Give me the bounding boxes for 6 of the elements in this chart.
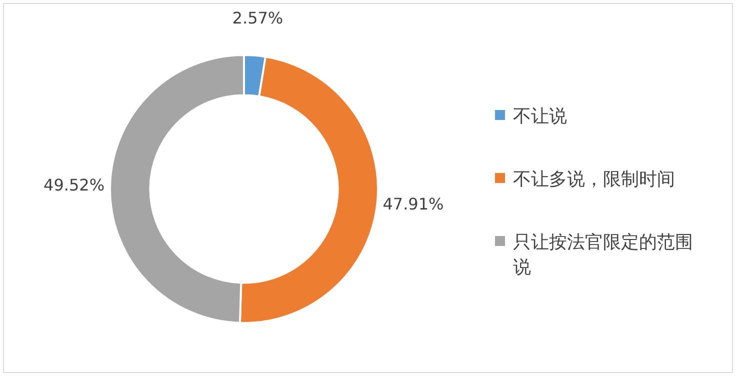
legend-label: 不让多说，限制时间 <box>513 168 676 192</box>
data-label: 49.52% <box>44 176 105 195</box>
legend-label: 只让按法官限定的范围说 <box>513 231 694 280</box>
data-label: 47.91% <box>382 194 444 214</box>
data-label: 2.57% <box>232 8 284 28</box>
legend-label: 不让说 <box>513 105 568 129</box>
